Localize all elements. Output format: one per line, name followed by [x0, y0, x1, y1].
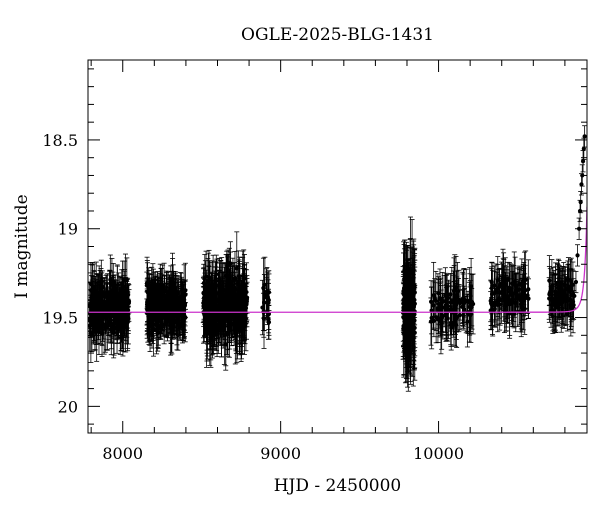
data-point — [230, 307, 235, 312]
data-point — [100, 291, 105, 296]
data-point-group — [147, 287, 153, 346]
data-point-group — [125, 301, 131, 334]
data-point — [118, 318, 124, 324]
data-point — [126, 315, 131, 321]
data-point — [98, 325, 103, 330]
data-point-group — [167, 287, 173, 331]
data-point — [97, 306, 102, 311]
data-point — [204, 328, 209, 334]
data-point — [92, 329, 97, 334]
data-point-group — [114, 265, 120, 305]
data-point — [219, 307, 224, 312]
data-point — [242, 289, 247, 294]
data-point — [92, 295, 97, 301]
data-point — [227, 302, 232, 307]
data-point — [208, 308, 213, 313]
data-point — [90, 287, 95, 292]
data-point-group — [103, 274, 109, 335]
data-point — [149, 293, 154, 298]
data-point — [181, 302, 186, 308]
data-point — [164, 294, 170, 299]
data-point-group — [125, 283, 131, 307]
data-point-group — [226, 280, 232, 330]
data-point-group — [161, 291, 167, 345]
data-point-group — [118, 291, 124, 351]
data-point — [216, 322, 221, 327]
data-point — [112, 297, 117, 302]
data-point — [151, 288, 156, 293]
data-point — [147, 314, 153, 319]
data-point — [111, 289, 116, 294]
data-point — [99, 331, 105, 336]
data-point — [157, 306, 162, 311]
data-point-group — [112, 288, 118, 311]
data-point-group — [241, 278, 247, 318]
data-point — [103, 302, 108, 307]
data-point — [108, 281, 113, 286]
data-point — [150, 298, 156, 303]
data-point-group — [219, 291, 225, 328]
data-point — [114, 305, 119, 310]
data-point — [262, 300, 267, 305]
data-point-group — [176, 282, 182, 317]
data-point-group — [92, 289, 98, 330]
data-point-group — [100, 278, 106, 309]
data-point — [92, 307, 97, 312]
data-point-group — [260, 257, 266, 319]
data-point-group — [148, 282, 154, 309]
data-point — [111, 330, 116, 335]
data-point — [206, 284, 211, 289]
data-point — [182, 307, 187, 312]
data-point — [225, 306, 230, 312]
data-point — [261, 286, 266, 291]
data-point — [108, 318, 113, 323]
data-point — [241, 295, 246, 301]
data-point-group — [224, 285, 230, 333]
data-point — [170, 313, 175, 318]
data-point — [124, 308, 129, 313]
data-point-group — [232, 271, 238, 331]
data-point — [109, 313, 114, 318]
data-point-group — [237, 284, 243, 345]
data-point-group — [216, 266, 222, 332]
data-layer — [88, 125, 587, 392]
data-point — [266, 317, 271, 322]
data-point — [212, 312, 218, 317]
data-point-group — [220, 297, 226, 347]
data-point-group — [119, 281, 125, 327]
data-point — [173, 300, 178, 305]
data-point — [264, 292, 269, 297]
data-point-group — [181, 283, 187, 327]
data-point — [119, 301, 124, 307]
data-point — [117, 312, 122, 317]
data-point — [162, 315, 167, 320]
data-point — [238, 312, 243, 317]
data-point-group — [173, 290, 179, 315]
data-point — [115, 282, 120, 288]
data-point — [126, 292, 131, 297]
data-point-group — [212, 280, 218, 350]
data-point — [228, 261, 233, 266]
data-point — [217, 297, 222, 302]
data-point — [168, 306, 173, 311]
data-point-group — [181, 280, 187, 340]
data-point-group — [156, 294, 162, 323]
data-point — [88, 317, 92, 322]
data-point-group — [107, 270, 113, 297]
data-point-group — [230, 280, 236, 339]
data-point — [233, 298, 238, 304]
data-point — [201, 295, 207, 300]
data-point-group — [208, 294, 214, 326]
data-point — [176, 297, 181, 302]
data-point-group — [204, 294, 210, 368]
data-point-group — [88, 301, 93, 337]
